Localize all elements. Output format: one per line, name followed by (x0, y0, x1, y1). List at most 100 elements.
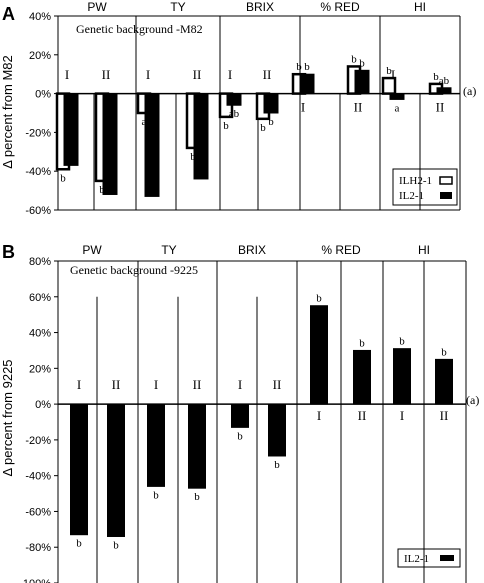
sig-letter-a-s1-6: b (304, 61, 310, 73)
bar-b-s0-2 (147, 403, 165, 487)
sub-label-b-7: II (358, 408, 367, 423)
sig-letter-a-s0-9: b (433, 71, 439, 83)
sig-letter-a-s0-0: b (60, 172, 66, 184)
y-tick-label-a-3: -20% (25, 127, 51, 139)
sub-label-b-5: II (273, 377, 282, 392)
trait-label-a-0: PW (87, 0, 107, 14)
bar-b-s0-0 (70, 403, 88, 536)
sub-label-b-3: II (193, 377, 202, 392)
panel-a: A Δ percent from M82 Genetic background … (0, 0, 476, 217)
zero-marker-b: (a) (466, 393, 479, 407)
annotation-b: Genetic background -9225 (70, 263, 198, 277)
legend-label-il2-a: IL2-1 (399, 190, 424, 202)
bar-b-s0-6 (310, 305, 328, 405)
trait-label-b-0: PW (82, 243, 102, 257)
legend-swatch-ilh2 (439, 176, 453, 185)
sig-letter-a-s1-5: b (268, 116, 274, 128)
sig-letter-a-s0-2: a (142, 116, 147, 128)
sig-letter-b-s0-4: b (237, 430, 243, 442)
panel-label-a: A (2, 4, 15, 24)
bar-b-s0-8 (393, 348, 411, 405)
y-tick-label-b-1: 60% (29, 292, 51, 304)
sig-letter-a-s0-1: b (99, 184, 105, 196)
bar-a-s1-5 (263, 93, 279, 114)
sub-label-a-3: II (193, 67, 202, 82)
sig-letter-b-s0-8: b (399, 336, 405, 348)
sub-label-a-5: II (263, 67, 272, 82)
sig-letter-b-s0-7: b (359, 337, 365, 349)
legend-box-b (397, 548, 461, 568)
legend-a: ILH2-1 IL2-1 (392, 168, 458, 206)
sig-letter-a-s1-4: ab (229, 108, 240, 120)
sig-letter-a-s0-3: b (190, 151, 196, 163)
y-tick-label-b-8: -80% (25, 542, 51, 554)
annotation-a: Genetic background -M82 (76, 22, 203, 36)
y-tick-label-b-2: 40% (29, 328, 51, 340)
sig-letter-a-s1-8: a (395, 102, 400, 114)
bar-b-s0-9 (435, 358, 453, 405)
zero-marker-a: (a) (463, 84, 476, 98)
sig-letter-b-s0-6: b (316, 293, 322, 305)
sub-label-b-4: I (238, 377, 242, 392)
y-tick-label-a-0: 40% (29, 11, 51, 23)
bar-a-s1-2 (144, 93, 160, 197)
sig-letter-a-s1-9: ab (439, 75, 450, 87)
sig-letter-b-s0-3: b (194, 491, 200, 503)
bar-a-s1-0 (63, 93, 79, 166)
trait-label-a-2: BRIX (246, 0, 274, 14)
bar-a-s1-8 (389, 93, 405, 100)
sig-letter-a-s0-8: b (386, 65, 392, 77)
sig-letter-a-s1-7: b (359, 57, 365, 69)
sub-label-a-2: I (146, 67, 150, 82)
y-tick-label-b-6: -40% (25, 471, 51, 483)
sig-letter-b-s0-0: b (76, 538, 82, 550)
sub-label-b-1: II (112, 377, 121, 392)
legend-swatch-il2-b (440, 555, 454, 561)
y-tick-label-b-3: 20% (29, 363, 51, 375)
sub-label-b-9: II (440, 408, 449, 423)
bar-a-s1-7 (354, 69, 370, 95)
sub-label-b-6: I (317, 408, 321, 423)
sub-label-a-9: II (436, 100, 445, 115)
sig-letter-b-s0-5: b (274, 459, 280, 471)
bar-b-s0-4 (231, 403, 249, 428)
y-tick-label-b-0: 80% (29, 256, 51, 268)
y-tick-label-a-2: 0% (35, 89, 51, 101)
bar-a-s0-8 (381, 76, 397, 95)
sub-label-a-1: II (102, 67, 111, 82)
sig-letter-a-s0-7: b (351, 53, 357, 65)
trait-label-b-1: TY (161, 243, 176, 257)
sub-label-b-0: I (77, 377, 81, 392)
y-tick-label-a-1: 20% (29, 50, 51, 62)
trait-label-a-1: TY (170, 0, 185, 14)
sub-label-a-4: I (228, 67, 232, 82)
trait-label-b-4: HI (418, 243, 430, 257)
bar-b-s0-3 (188, 403, 206, 489)
trait-label-a-4: HI (414, 0, 426, 14)
sig-letter-b-s0-1: b (113, 539, 119, 551)
sub-label-b-2: I (154, 377, 158, 392)
sub-label-a-8: I (391, 67, 395, 82)
legend-swatch-il2-a (440, 192, 452, 199)
y-tick-label-b-4: 0% (35, 399, 51, 411)
trait-label-b-2: BRIX (238, 243, 266, 257)
legend-label-il2-b: IL2-1 (404, 553, 429, 565)
bar-b-s0-5 (268, 403, 286, 457)
y-axis-label-a: Δ percent from M82 (0, 55, 15, 168)
legend-b: IL2-1 (397, 548, 461, 568)
sig-letter-a-s0-6: b (296, 61, 302, 73)
y-tick-label-a-4: -40% (25, 166, 51, 178)
sig-letter-b-s0-9: b (441, 346, 447, 358)
sig-letter-a-s0-4: b (223, 120, 229, 132)
y-tick-label-b-9: -100% (19, 578, 51, 583)
sub-label-a-6: I (301, 100, 305, 115)
y-tick-label-b-5: -20% (25, 435, 51, 447)
bar-a-s1-4 (226, 93, 242, 106)
panel-label-b: B (2, 242, 15, 262)
y-tick-label-a-5: -60% (25, 205, 51, 217)
sig-letter-b-s0-2: b (153, 489, 159, 501)
bar-a-s1-6 (299, 73, 315, 95)
bar-a-s1-3 (193, 93, 209, 180)
trait-label-a-3: % RED (320, 0, 360, 14)
